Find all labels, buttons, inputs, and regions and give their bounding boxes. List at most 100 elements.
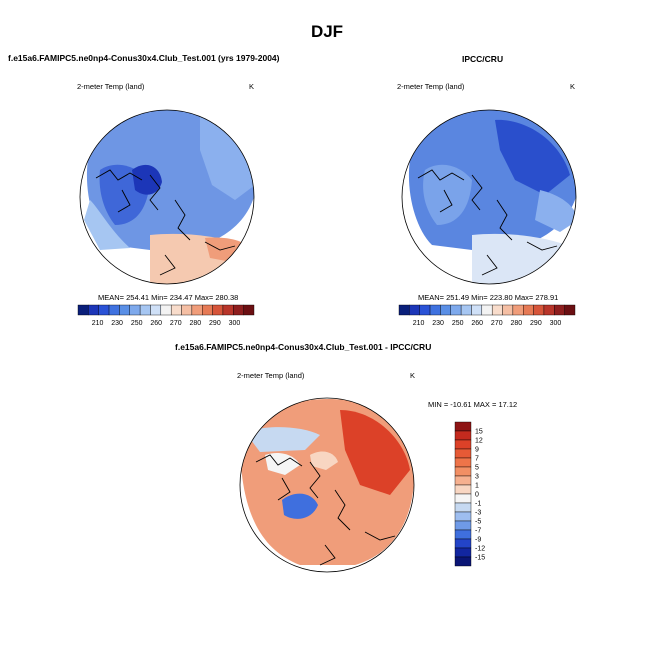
colorbar-model-swatch-5 bbox=[129, 304, 141, 316]
colorbar-difference-swatch-7 bbox=[454, 484, 472, 495]
colorbar-model-tick-label: 270 bbox=[170, 320, 182, 327]
colorbar-observations-swatch-3 bbox=[429, 304, 441, 316]
colorbar-difference-tick-label: -15 bbox=[475, 555, 485, 562]
colorbar-observations-swatch-15 bbox=[554, 304, 565, 316]
colorbar-observations-swatch-0 bbox=[398, 304, 410, 316]
colorbar-observations-swatch-1 bbox=[409, 304, 420, 316]
colorbar-model-swatch-15 bbox=[233, 304, 244, 316]
colorbar-observations-tick-label: 260 bbox=[471, 320, 483, 327]
colorbar-observations: 210 230 250 260 270 280 290 300 bbox=[398, 304, 576, 327]
colorbar-difference-swatch-15 bbox=[454, 556, 472, 567]
colorbar-observations-swatch-8 bbox=[481, 304, 493, 316]
colorbar-difference-swatch-3 bbox=[454, 448, 472, 459]
colorbar-difference-tick-label: -1 bbox=[475, 501, 481, 508]
colorbar-difference: 15 12 9 7 5 3 1 0 -1 -3 -5 -7 -9 -12 -15 bbox=[454, 421, 485, 567]
colorbar-difference-swatch-8 bbox=[454, 493, 472, 504]
map-panel-model bbox=[79, 109, 255, 285]
colorbar-difference-tick-label: -9 bbox=[475, 537, 481, 544]
colorbar-model: 210 230 250 260 270 280 290 300 bbox=[77, 304, 255, 327]
colorbar-observations-swatch-7 bbox=[471, 304, 483, 316]
colorbar-difference-tick-label: 5 bbox=[475, 465, 479, 472]
panel1-units: K bbox=[249, 82, 255, 91]
colorbar-observations-swatch-14 bbox=[543, 304, 555, 316]
colorbar-difference-swatch-4 bbox=[454, 457, 472, 468]
colorbar-model-swatch-7 bbox=[150, 304, 162, 316]
colorbar-observations-tick-label: 270 bbox=[491, 320, 503, 327]
colorbar-model-swatch-10 bbox=[181, 304, 193, 316]
panel2-units: K bbox=[570, 82, 576, 91]
colorbar-observations-swatch-16 bbox=[564, 304, 576, 316]
colorbar-difference-swatch-11 bbox=[454, 520, 472, 531]
colorbar-observations-tick-label: 230 bbox=[432, 320, 444, 327]
colorbar-difference-tick-label: 12 bbox=[475, 438, 483, 445]
page-title: DJF bbox=[310, 22, 344, 41]
colorbar-difference-swatch-6 bbox=[454, 475, 472, 486]
panel1-variable: 2-meter Temp (land) bbox=[77, 82, 145, 91]
panel2-stats: MEAN= 251.49 Min= 223.80 Max= 278.91 bbox=[418, 293, 559, 302]
colorbar-model-tick-label: 280 bbox=[189, 320, 201, 327]
panel3-units: K bbox=[410, 371, 416, 380]
panel3-title: f.e15a6.FAMIPC5.ne0np4-Conus30x4.Club_Te… bbox=[175, 342, 432, 352]
colorbar-difference-swatch-2 bbox=[454, 439, 472, 450]
colorbar-model-swatch-16 bbox=[243, 304, 255, 316]
colorbar-model-tick-label: 290 bbox=[209, 320, 221, 327]
colorbar-difference-swatch-13 bbox=[454, 538, 472, 549]
map-panel-difference bbox=[239, 397, 415, 573]
colorbar-difference-tick-label: 7 bbox=[475, 456, 479, 463]
colorbar-observations-tick-label: 250 bbox=[452, 320, 464, 327]
colorbar-observations-tick-label: 210 bbox=[413, 320, 425, 327]
colorbar-difference-swatch-9 bbox=[454, 502, 472, 513]
colorbar-observations-swatch-4 bbox=[440, 304, 451, 316]
colorbar-model-swatch-9 bbox=[170, 304, 182, 316]
colorbar-model-swatch-1 bbox=[88, 304, 99, 316]
panel2-title: IPCC/CRU bbox=[462, 54, 504, 64]
map-panel-observations bbox=[401, 109, 577, 285]
colorbar-model-swatch-13 bbox=[212, 304, 224, 316]
colorbar-difference-swatch-10 bbox=[454, 511, 472, 522]
colorbar-difference-swatch-12 bbox=[454, 529, 472, 540]
colorbar-model-swatch-6 bbox=[139, 304, 151, 316]
colorbar-difference-tick-label: 1 bbox=[475, 483, 479, 490]
colorbar-model-swatch-8 bbox=[160, 304, 172, 316]
colorbar-observations-swatch-13 bbox=[533, 304, 545, 316]
colorbar-model-swatch-12 bbox=[202, 304, 213, 316]
panel1-stats: MEAN= 254.41 Min= 234.47 Max= 280.38 bbox=[98, 293, 239, 302]
colorbar-difference-tick-label: 9 bbox=[475, 447, 479, 454]
panel3-stats: MIN = -10.61 MAX = 17.12 bbox=[428, 400, 518, 409]
panel3-variable: 2-meter Temp (land) bbox=[237, 371, 305, 380]
colorbar-model-tick-label: 300 bbox=[229, 320, 241, 327]
colorbar-observations-swatch-5 bbox=[450, 304, 462, 316]
colorbar-difference-swatch-5 bbox=[454, 466, 472, 477]
colorbar-difference-tick-label: 3 bbox=[475, 474, 479, 481]
colorbar-observations-swatch-2 bbox=[419, 304, 431, 316]
colorbar-observations-swatch-10 bbox=[502, 304, 514, 316]
colorbar-difference-tick-label: -7 bbox=[475, 528, 481, 535]
panel1-title: f.e15a6.FAMIPC5.ne0np4-Conus30x4.Club_Te… bbox=[8, 53, 280, 63]
colorbar-difference-swatch-1 bbox=[454, 430, 472, 441]
colorbar-difference-swatch-0 bbox=[454, 421, 472, 432]
colorbar-difference-tick-label: -12 bbox=[475, 546, 485, 553]
colorbar-model-tick-label: 260 bbox=[150, 320, 162, 327]
colorbar-observations-tick-label: 290 bbox=[530, 320, 542, 327]
colorbar-model-swatch-0 bbox=[77, 304, 89, 316]
colorbar-model-swatch-3 bbox=[108, 304, 120, 316]
colorbar-model-tick-label: 250 bbox=[131, 320, 143, 327]
colorbar-difference-swatch-14 bbox=[454, 547, 472, 558]
colorbar-difference-tick-label: 15 bbox=[475, 429, 483, 436]
colorbar-observations-tick-label: 280 bbox=[510, 320, 522, 327]
colorbar-model-tick-label: 210 bbox=[92, 320, 104, 327]
colorbar-difference-tick-label: 0 bbox=[475, 492, 479, 499]
colorbar-model-swatch-2 bbox=[98, 304, 110, 316]
colorbar-model-swatch-4 bbox=[119, 304, 130, 316]
colorbar-observations-tick-label: 300 bbox=[550, 320, 562, 327]
colorbar-difference-tick-label: -3 bbox=[475, 510, 481, 517]
colorbar-model-swatch-14 bbox=[222, 304, 234, 316]
colorbar-difference-tick-label: -5 bbox=[475, 519, 481, 526]
colorbar-model-swatch-11 bbox=[191, 304, 203, 316]
colorbar-observations-swatch-9 bbox=[491, 304, 503, 316]
panel2-variable: 2-meter Temp (land) bbox=[397, 82, 465, 91]
colorbar-model-tick-label: 230 bbox=[111, 320, 123, 327]
colorbar-observations-swatch-11 bbox=[512, 304, 524, 316]
colorbar-observations-swatch-6 bbox=[460, 304, 472, 316]
colorbar-observations-swatch-12 bbox=[523, 304, 534, 316]
